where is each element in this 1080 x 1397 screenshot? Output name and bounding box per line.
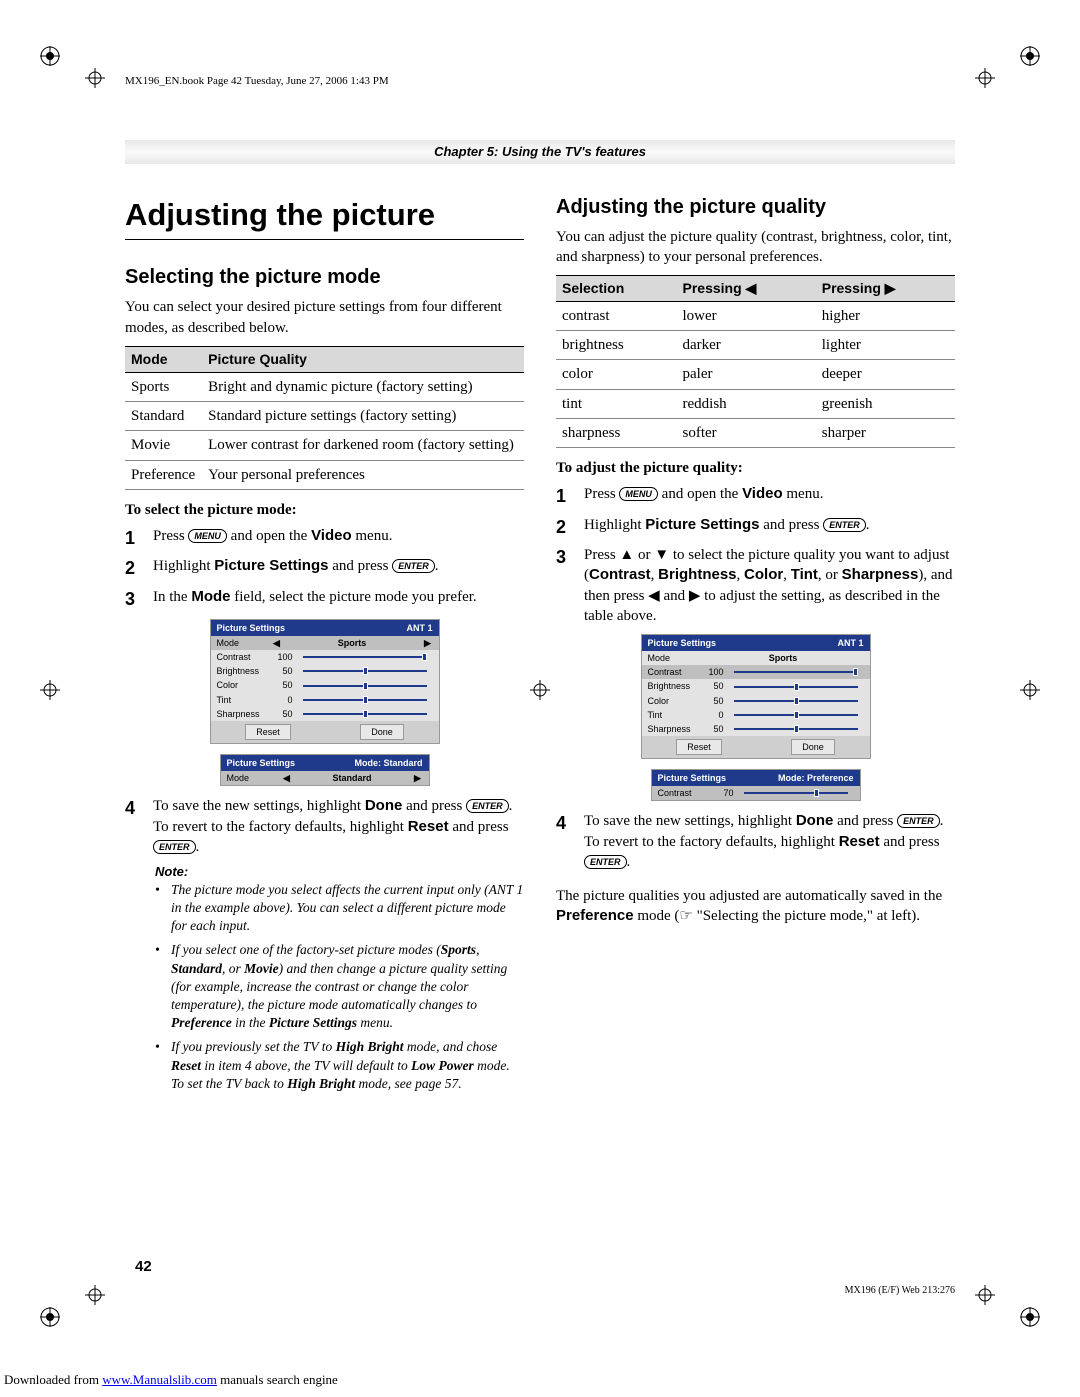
crop-mark-icon xyxy=(1020,1307,1040,1327)
crop-mark-icon xyxy=(85,1285,105,1305)
manual-page: MX196_EN.book Page 42 Tuesday, June 27, … xyxy=(0,0,1080,1397)
osd-sub-preference: Picture SettingsMode: Preference Contras… xyxy=(651,769,861,801)
heading-adjusting-quality: Adjusting the picture quality xyxy=(556,194,955,221)
mode-th-2: Picture Quality xyxy=(202,346,524,372)
step-1r: 1 Press MENU and open the Video menu. xyxy=(556,484,955,508)
download-footer: Downloaded from www.Manualslib.com manua… xyxy=(4,1371,338,1389)
osd-picture-settings-2: Picture SettingsANT 1 Mode Sports Contra… xyxy=(641,634,871,759)
crop-mark-icon xyxy=(40,680,60,700)
table-row: tintreddishgreenish xyxy=(556,389,955,418)
menu-keycap: MENU xyxy=(619,487,658,501)
mode-table: Mode Picture Quality SportsBright and dy… xyxy=(125,346,524,490)
crop-mark-icon xyxy=(1020,46,1040,66)
header-meta: MX196_EN.book Page 42 Tuesday, June 27, … xyxy=(125,74,389,89)
crop-mark-icon xyxy=(40,46,60,66)
step-4: 4 To save the new settings, highlight Do… xyxy=(125,796,524,857)
quality-table: Selection Pressing ◀ Pressing ▶ contrast… xyxy=(556,275,955,448)
crop-mark-icon xyxy=(975,68,995,88)
note-3: • If you previously set the TV to High B… xyxy=(155,1038,524,1093)
manuals-link[interactable]: www.Manualslib.com xyxy=(102,1372,217,1387)
crop-mark-icon xyxy=(975,1285,995,1305)
osd-sub-standard: Picture SettingsMode: Standard Mode ◀ St… xyxy=(220,754,430,786)
enter-keycap: ENTER xyxy=(392,559,435,573)
crop-mark-icon xyxy=(85,68,105,88)
table-row: StandardStandard picture settings (facto… xyxy=(125,402,524,431)
note-title: Note: xyxy=(155,863,524,881)
chapter-bar: Chapter 5: Using the TV's features xyxy=(125,140,955,164)
doc-code: MX196 (E/F) Web 213:276 xyxy=(845,1284,955,1298)
right-column: Adjusting the picture quality You can ad… xyxy=(556,194,955,1099)
intro-select-mode: You can select your desired picture sett… xyxy=(125,297,524,338)
crop-mark-icon xyxy=(530,680,550,700)
heading-adjusting-picture: Adjusting the picture xyxy=(125,194,524,241)
table-row: brightnessdarkerlighter xyxy=(556,331,955,360)
heading-selecting-mode: Selecting the picture mode xyxy=(125,264,524,291)
table-row: contrastlowerhigher xyxy=(556,301,955,330)
step-1: 1 Press MENU and open the Video menu. xyxy=(125,526,524,550)
crop-mark-icon xyxy=(40,1307,60,1327)
enter-keycap: ENTER xyxy=(153,840,196,854)
menu-keycap: MENU xyxy=(188,529,227,543)
enter-keycap: ENTER xyxy=(584,855,627,869)
mode-th-1: Mode xyxy=(125,346,202,372)
enter-keycap: ENTER xyxy=(897,814,940,828)
steps-title-quality: To adjust the picture quality: xyxy=(556,458,955,478)
note-2: • If you select one of the factory-set p… xyxy=(155,941,524,1032)
step-3r: 3 Press ▲ or ▼ to select the picture qua… xyxy=(556,545,955,626)
table-row: colorpalerdeeper xyxy=(556,360,955,389)
table-row: MovieLower contrast for darkened room (f… xyxy=(125,431,524,460)
two-column-layout: Adjusting the picture Selecting the pict… xyxy=(125,194,955,1099)
osd-picture-settings-1: Picture SettingsANT 1 Mode ◀ Sports ▶ Co… xyxy=(210,619,440,744)
table-row: sharpnesssoftersharper xyxy=(556,418,955,447)
step-4r: 4 To save the new settings, highlight Do… xyxy=(556,811,955,872)
enter-keycap: ENTER xyxy=(466,799,509,813)
intro-quality: You can adjust the picture quality (cont… xyxy=(556,227,955,268)
step-2: 2 Highlight Picture Settings and press E… xyxy=(125,556,524,580)
note-1: •The picture mode you select affects the… xyxy=(155,881,524,936)
enter-keycap: ENTER xyxy=(823,518,866,532)
table-row: PreferenceYour personal preferences xyxy=(125,460,524,489)
table-row: SportsBright and dynamic picture (factor… xyxy=(125,372,524,401)
step-2r: 2 Highlight Picture Settings and press E… xyxy=(556,515,955,539)
steps-title-select: To select the picture mode: xyxy=(125,500,524,520)
page-number: 42 xyxy=(135,1257,152,1277)
right-footnote: The picture qualities you adjusted are a… xyxy=(556,886,955,927)
step-3: 3 In the Mode field, select the picture … xyxy=(125,587,524,611)
left-column: Adjusting the picture Selecting the pict… xyxy=(125,194,524,1099)
crop-mark-icon xyxy=(1020,680,1040,700)
